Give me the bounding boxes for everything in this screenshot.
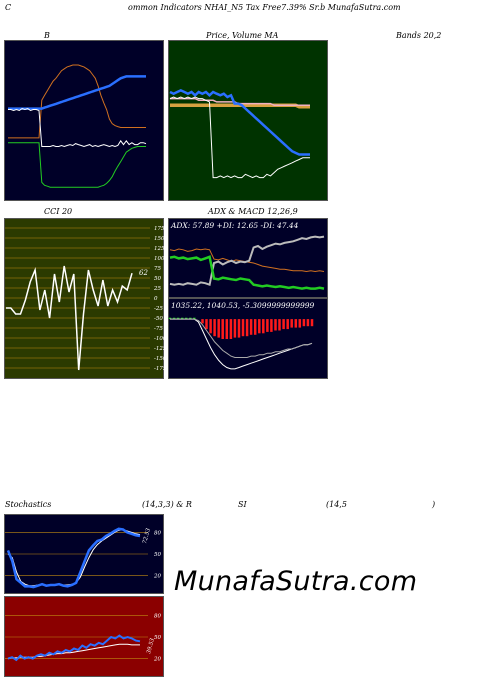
cci-tick-label: 50 — [154, 276, 161, 282]
macd-values-text: 1035.22, 1040.53, -5.3099999999999 — [171, 301, 315, 310]
macd-background — [168, 298, 328, 379]
bollinger-lower-line — [8, 64, 146, 139]
cci-tick-label: -175 — [154, 366, 164, 372]
cci-tick-label: -150 — [154, 356, 164, 362]
cci-tick-label: 100 — [154, 256, 164, 262]
rsi-tick-label: 50 — [154, 635, 161, 641]
cci-tick-label: 150 — [154, 236, 164, 242]
cci-tick-label: -75 — [154, 326, 163, 332]
cci-tick-label: -125 — [154, 346, 164, 352]
stochastics-tick-label: 80 — [154, 530, 161, 536]
price-line — [169, 89, 310, 156]
watermark: MunafaSutra.com — [174, 566, 418, 597]
cci-last-value: 62 — [139, 269, 148, 277]
rsi-last-value: 39.53 — [146, 637, 156, 654]
cci-panel: 175 150 125 100 75 50 25 0 -25 -50 -75 -100 -125 -150… — [4, 218, 164, 379]
label-adx-macd: ADX & MACD 12,26,9 — [208, 207, 298, 216]
cci-background — [4, 218, 164, 379]
bollinger-b-panel — [4, 40, 164, 201]
bollinger-price-line — [8, 108, 147, 148]
cci-tick-label: -25 — [154, 306, 163, 312]
adx-minus-di-line — [169, 255, 325, 290]
rsi-background — [4, 596, 164, 677]
bollinger-b-background — [4, 40, 164, 201]
label-rsi: SI — [238, 500, 247, 509]
cci-tick-label: 125 — [154, 246, 164, 252]
label-close-paren: ) — [432, 500, 436, 509]
cci-tick-label: 0 — [154, 296, 158, 302]
price-ma-background — [168, 40, 328, 201]
header-title: ommon Indicators NHAI_N5 Tax Free7.39% S… — [128, 3, 401, 12]
rsi-tick-label: 20 — [153, 657, 161, 663]
price-close-line — [169, 96, 310, 179]
macd-signal-line — [170, 318, 313, 358]
label-rsi-params: (14,5 — [326, 500, 347, 509]
cci-line — [6, 265, 133, 371]
rsi-line — [7, 634, 141, 662]
label-bollinger-b: B — [44, 31, 50, 40]
cci-tick-label: 75 — [154, 266, 161, 272]
cci-tick-label: 175 — [154, 226, 164, 232]
label-price: Price, — [206, 31, 230, 40]
stochastics-tick-label: 20 — [153, 574, 161, 580]
bollinger-b-line — [8, 75, 146, 110]
label-stochastics: Stochastics — [5, 500, 52, 509]
header-c: C — [5, 3, 12, 12]
bollinger-upper-line — [8, 142, 146, 188]
stochastics-k-line — [6, 527, 141, 589]
label-bands: Bands 20,2 — [396, 31, 442, 40]
cci-tick-label: -50 — [154, 316, 163, 322]
cci-tick-label: -100 — [154, 336, 164, 342]
cci-tick-label: 25 — [153, 286, 161, 292]
stochastics-panel: 80 50 20 72.53 — [4, 514, 164, 594]
label-stoch-params: (14,3,3) & R — [142, 500, 192, 509]
label-volume-ma: Volume MA — [232, 31, 279, 40]
stochastics-last-value: 72.53 — [142, 527, 152, 544]
price-ma-panel — [168, 40, 328, 201]
adx-plus-di-line — [169, 235, 325, 287]
label-cci: CCI 20 — [44, 207, 73, 216]
macd-panel: 1035.22, 1040.53, -5.3099999999999 — [168, 298, 328, 379]
rsi-panel: 80 50 20 39.53 — [4, 596, 164, 677]
adx-panel: ADX: 57.89 +DI: 12.65 -DI: 47.44 — [168, 218, 328, 298]
adx-values-text: ADX: 57.89 +DI: 12.65 -DI: 47.44 — [170, 221, 299, 230]
stochastics-tick-label: 50 — [154, 552, 161, 558]
rsi-tick-label: 80 — [154, 613, 161, 619]
